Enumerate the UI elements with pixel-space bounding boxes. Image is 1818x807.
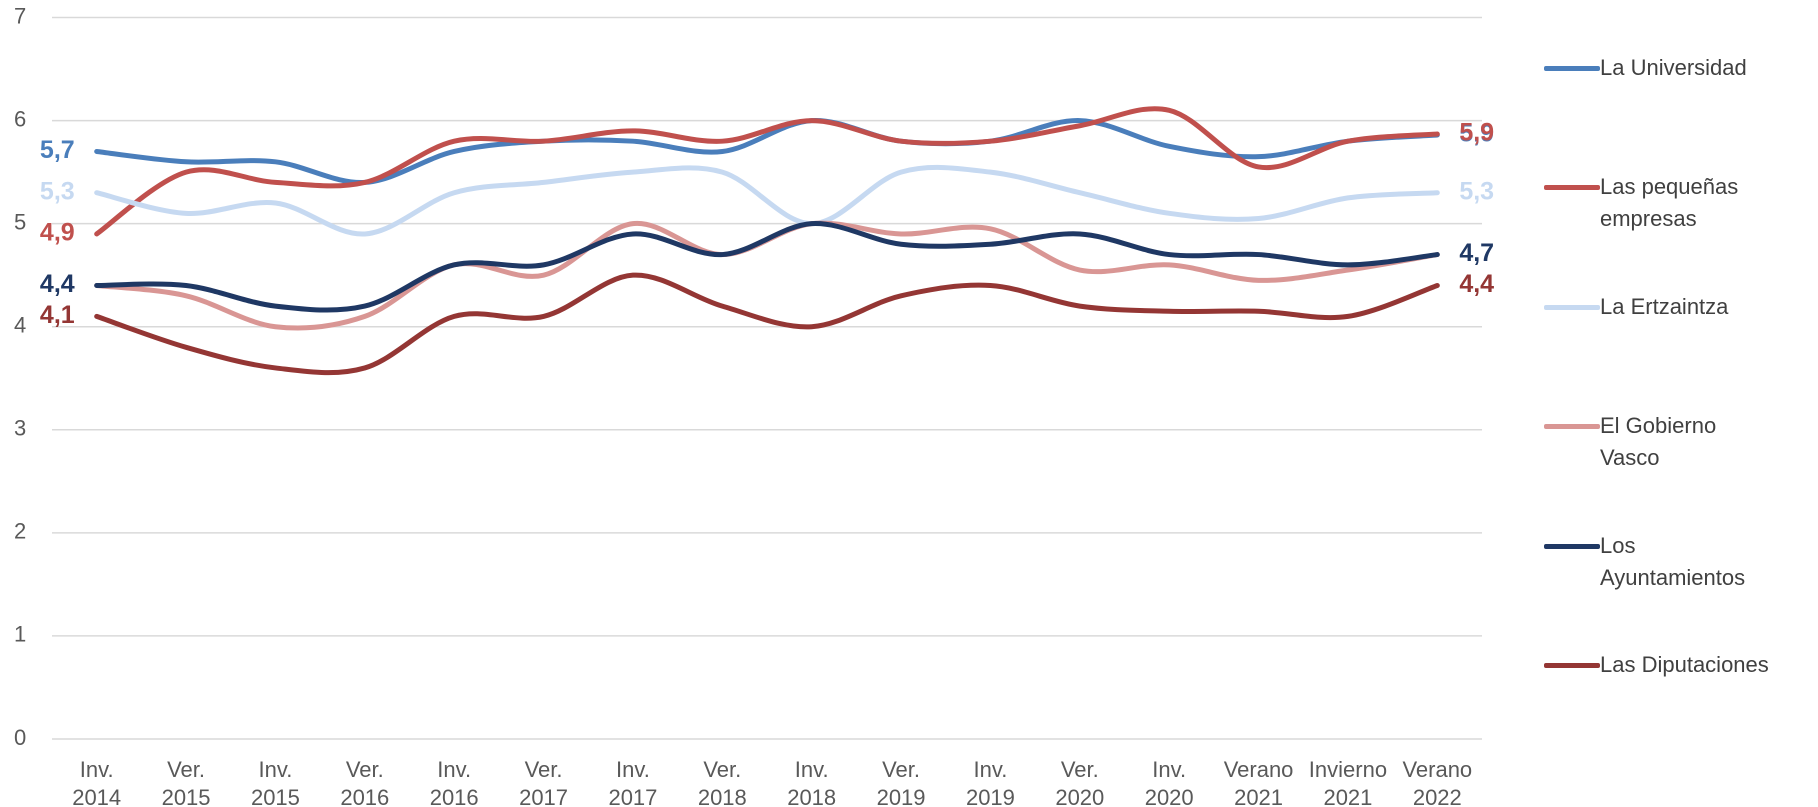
y-tick-label: 5 [14, 209, 26, 234]
legend-swatch [1544, 66, 1600, 71]
legend-item: Las Diputaciones [1544, 649, 1814, 681]
series-line [94, 221, 1440, 313]
x-tick-label: Inv. 2020 [1145, 757, 1194, 807]
series-line [94, 118, 1440, 185]
y-tick-label: 3 [14, 416, 26, 441]
x-tick-label: Verano 2021 [1224, 757, 1294, 807]
x-tick-label: Inv. 2016 [430, 757, 479, 807]
value-label: 5,7 [40, 136, 75, 164]
y-tick-label: 2 [14, 519, 26, 544]
x-tick-label: Inv. 2015 [251, 757, 300, 807]
x-tick-label: Ver. 2015 [162, 757, 211, 807]
value-label: 4,7 [1459, 239, 1494, 267]
series-line [94, 164, 1440, 237]
legend-swatch [1544, 185, 1600, 191]
legend-item: Las pequeñas empresas [1544, 171, 1814, 235]
value-label: 4,9 [40, 219, 75, 247]
legend-item: La Universidad [1544, 52, 1814, 84]
legend-item: El Gobierno Vasco [1544, 410, 1814, 474]
x-tick-label: Ver. 2020 [1055, 757, 1104, 807]
y-tick-label: 7 [14, 3, 26, 28]
x-tick-label: Ver. 2017 [519, 757, 568, 807]
legend-label: Las Diputaciones [1600, 652, 1769, 677]
legend-label: La Universidad [1600, 55, 1747, 80]
x-tick-label: Inv. 2014 [72, 757, 121, 807]
x-tick-label: Ver. 2019 [877, 757, 926, 807]
legend-swatch [1544, 304, 1600, 310]
value-label: 4,4 [40, 270, 75, 298]
legend-item: Los Ayuntamientos [1544, 530, 1814, 594]
legend-label: Los Ayuntamientos [1600, 532, 1746, 590]
y-tick-label: 6 [14, 106, 26, 131]
value-label: 5,9 [1459, 119, 1494, 147]
legend-swatch [1544, 543, 1600, 549]
legend-swatch [1544, 424, 1600, 430]
x-tick-label: Invierno 2021 [1309, 757, 1387, 807]
x-tick-label: Inv. 2017 [608, 757, 657, 807]
value-label: 4,4 [1459, 270, 1494, 298]
legend-label: El Gobierno Vasco [1600, 413, 1717, 471]
y-tick-label: 1 [14, 622, 26, 647]
value-label: 5,3 [1459, 177, 1494, 205]
series-line [94, 106, 1440, 237]
x-tick-label: Inv. 2019 [966, 757, 1015, 807]
y-tick-label: 4 [14, 313, 26, 338]
x-tick-label: Ver. 2018 [698, 757, 747, 807]
y-tick-label: 0 [14, 725, 26, 750]
value-label: 5,9 [1459, 120, 1494, 148]
legend-label: La Ertzaintza [1600, 293, 1729, 319]
series-line [94, 272, 1440, 376]
value-label: 5,3 [40, 177, 75, 205]
x-tick-label: Verano 2022 [1402, 757, 1472, 807]
legend-swatch [1544, 663, 1600, 668]
legend-label: Las pequeñas empresas [1600, 174, 1739, 232]
value-label: 4,1 [40, 301, 75, 329]
x-tick-label: Ver. 2016 [340, 757, 389, 807]
legend-item: La Ertzaintza [1544, 291, 1814, 323]
x-tick-label: Inv. 2018 [787, 757, 836, 807]
